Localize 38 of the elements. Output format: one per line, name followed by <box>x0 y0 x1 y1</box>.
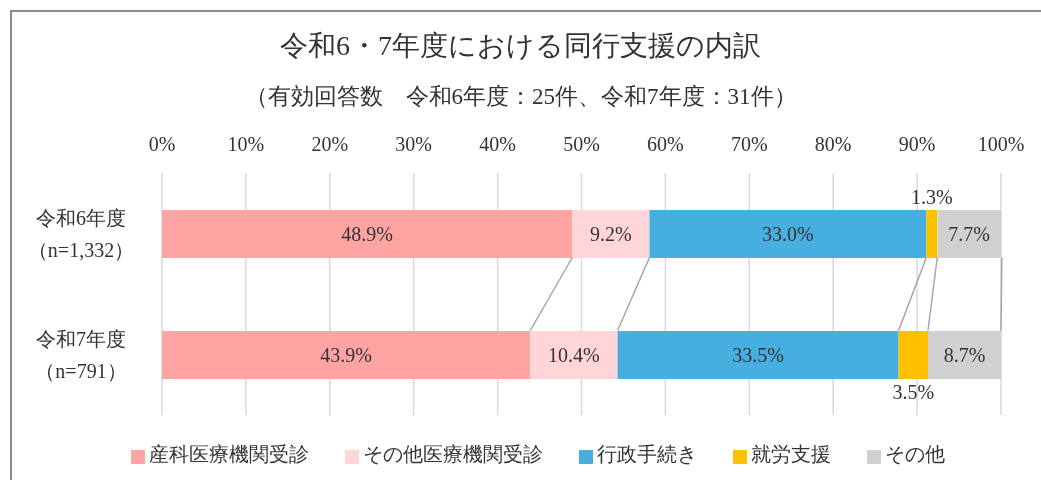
data-label: 33.5% <box>732 344 784 366</box>
bar <box>617 331 899 379</box>
data-label: 48.9% <box>341 223 393 245</box>
data-label: 33.0% <box>762 223 814 245</box>
x-tick-label: 20% <box>311 133 349 155</box>
bar <box>162 331 531 379</box>
bar <box>572 210 650 258</box>
x-tick-label: 70% <box>730 133 768 155</box>
chart-title: 令和6・7年度における同行支援の内訳 <box>279 29 762 63</box>
y-tick-label: 令和7年度（n=791） <box>35 327 127 382</box>
legend-label: 行政手続き <box>596 443 697 465</box>
bar <box>162 210 573 258</box>
legend-label: 産科医療機関受診 <box>148 443 309 465</box>
data-label: 7.7% <box>948 223 990 245</box>
bar <box>926 210 938 258</box>
x-tick-label: 50% <box>563 133 600 155</box>
x-tick-label: 100% <box>977 133 1025 155</box>
x-tick-label: 40% <box>479 133 516 155</box>
bar <box>649 210 927 258</box>
x-tick-label: 80% <box>814 133 852 155</box>
x-tick-label: 30% <box>395 133 433 155</box>
legend-label: その他医療機関受診 <box>362 443 543 465</box>
bar <box>530 331 618 379</box>
x-tick-label: 10% <box>227 133 265 155</box>
data-label: 3.5% <box>892 381 935 403</box>
x-tick-label: 0% <box>148 133 176 155</box>
data-label: 8.7% <box>943 344 986 366</box>
bar <box>898 331 929 379</box>
data-label: 43.9% <box>320 344 372 366</box>
data-label: 1.3% <box>910 186 953 208</box>
x-tick-label: 60% <box>647 133 684 155</box>
chart-subtitle: （有効回答数 令和6年度：25件、令和7年度：31件） <box>243 83 798 111</box>
data-label: 9.2% <box>590 223 632 245</box>
y-tick-label: 令和6年度（n=1,332） <box>27 206 135 261</box>
x-tick-label: 90% <box>898 133 936 155</box>
data-label: 10.4% <box>548 344 600 366</box>
legend-label: 就労支援 <box>750 443 831 465</box>
legend-label: その他 <box>884 443 945 465</box>
